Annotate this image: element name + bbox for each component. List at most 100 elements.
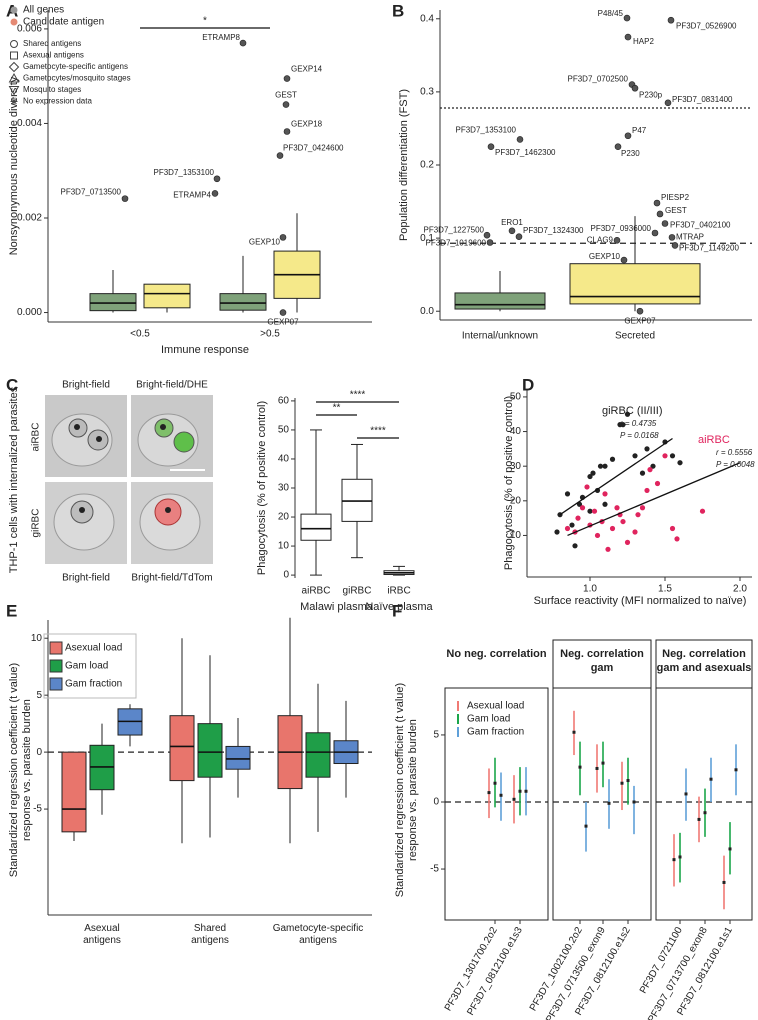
point [620,422,626,428]
x-tick-label: iRBC [387,586,410,597]
point [650,463,656,469]
y-tick-label: 5 [433,730,439,741]
point [279,234,287,241]
point [282,101,290,108]
point [279,309,287,316]
estimate [684,792,688,796]
point-label: PF3D7_0526900 [676,21,737,30]
point [631,84,639,92]
estimate [607,801,611,805]
y-tick-label: 0.0 [420,306,434,317]
legend-symbol [10,51,18,60]
y-tick-label: 30 [510,461,522,472]
point [624,539,631,545]
estimate [524,789,528,793]
point-label: GEXP07 [624,316,656,325]
point-label: PF3D7_1227500 [424,225,485,234]
point [669,525,676,532]
panel-letter: B [392,1,404,20]
point-label: PF3D7_1019600 [426,239,487,248]
shape-legend-label: Asexual antigens [23,51,84,60]
point [483,231,491,239]
group-label: Naïve plasma [365,601,433,613]
point [614,143,622,151]
point [211,190,219,197]
estimate [584,824,588,828]
point [584,484,590,490]
point-label: P48/45 [598,9,624,18]
x-tick-label: giRBC [343,586,372,597]
y-tick-label: -5 [430,864,439,875]
image-axis-label: THP-1 cells with internalized parasites [8,386,20,573]
point [213,175,221,183]
point [605,546,611,552]
estimate [709,777,713,781]
legend-frame [43,633,137,699]
series-stat: P = 0.0168 [620,431,659,440]
point-label: GEXP10 [249,237,281,246]
estimate [620,781,624,785]
estimate [601,761,605,765]
point [508,227,516,235]
image-label: Bright-field [62,573,110,584]
point-label: PF3D7_0831400 [672,95,733,104]
point [276,152,284,159]
estimate [512,797,516,801]
x-tick-label: Internal/unknown [462,331,538,342]
point-label: ERO1 [501,218,523,227]
point [699,508,706,514]
panel-letter: E [6,601,17,620]
legend-marker [49,677,63,691]
y-tick-label: -5 [33,804,42,815]
text-line: gam and asexuals [657,662,752,674]
point [668,234,676,241]
point [613,237,621,244]
legend-label: Asexual load [467,701,524,712]
legend-marker [49,659,63,673]
point [624,411,631,417]
y-tick-label: 20 [510,495,522,506]
y-tick-label: 0.006 [17,24,42,35]
point-label: P47 [632,126,647,135]
box [305,732,331,778]
y-tick-label: 0.2 [420,160,434,171]
parasite [173,431,195,453]
series-stat: r = 0.4735 [620,419,657,428]
point-label: PF3D7_0424600 [283,144,344,153]
point-label: HAP2 [633,37,654,46]
point [239,39,247,47]
point [639,470,646,476]
box [169,715,195,782]
y-axis-label: response vs. parasite burden [21,699,33,841]
point-label: PF3D7_0936000 [591,224,652,233]
point [644,446,650,452]
point-label: PF3D7_0402100 [670,221,731,230]
legend-symbol [8,61,20,73]
facet-frame [655,687,753,921]
point-label: PF3D7_0702500 [568,75,629,84]
point [620,256,628,264]
legend-marker [10,6,18,14]
point [575,515,581,521]
y-tick-label: 0.3 [420,87,434,98]
point [651,229,659,237]
point-label: P230p [639,90,663,99]
significance-label: ** [333,403,341,414]
box [89,293,137,312]
point-label: GEXP10 [589,252,621,261]
point [487,143,495,151]
y-tick-label: 0.4 [420,13,434,24]
y-axis-label: response vs. parasite burden [407,719,419,861]
point [609,525,616,532]
estimate [703,811,707,815]
y-tick-label: 10 [278,541,290,552]
facet-title: Neg. correlation gam [560,648,644,674]
estimate [672,858,676,862]
box [61,751,87,833]
point [283,75,291,82]
point [614,505,620,511]
y-axis-label: Standardized regression coefficient (t v… [394,683,406,897]
text-line: Neg. correlation [662,648,746,660]
point [515,233,523,240]
point [662,453,668,459]
